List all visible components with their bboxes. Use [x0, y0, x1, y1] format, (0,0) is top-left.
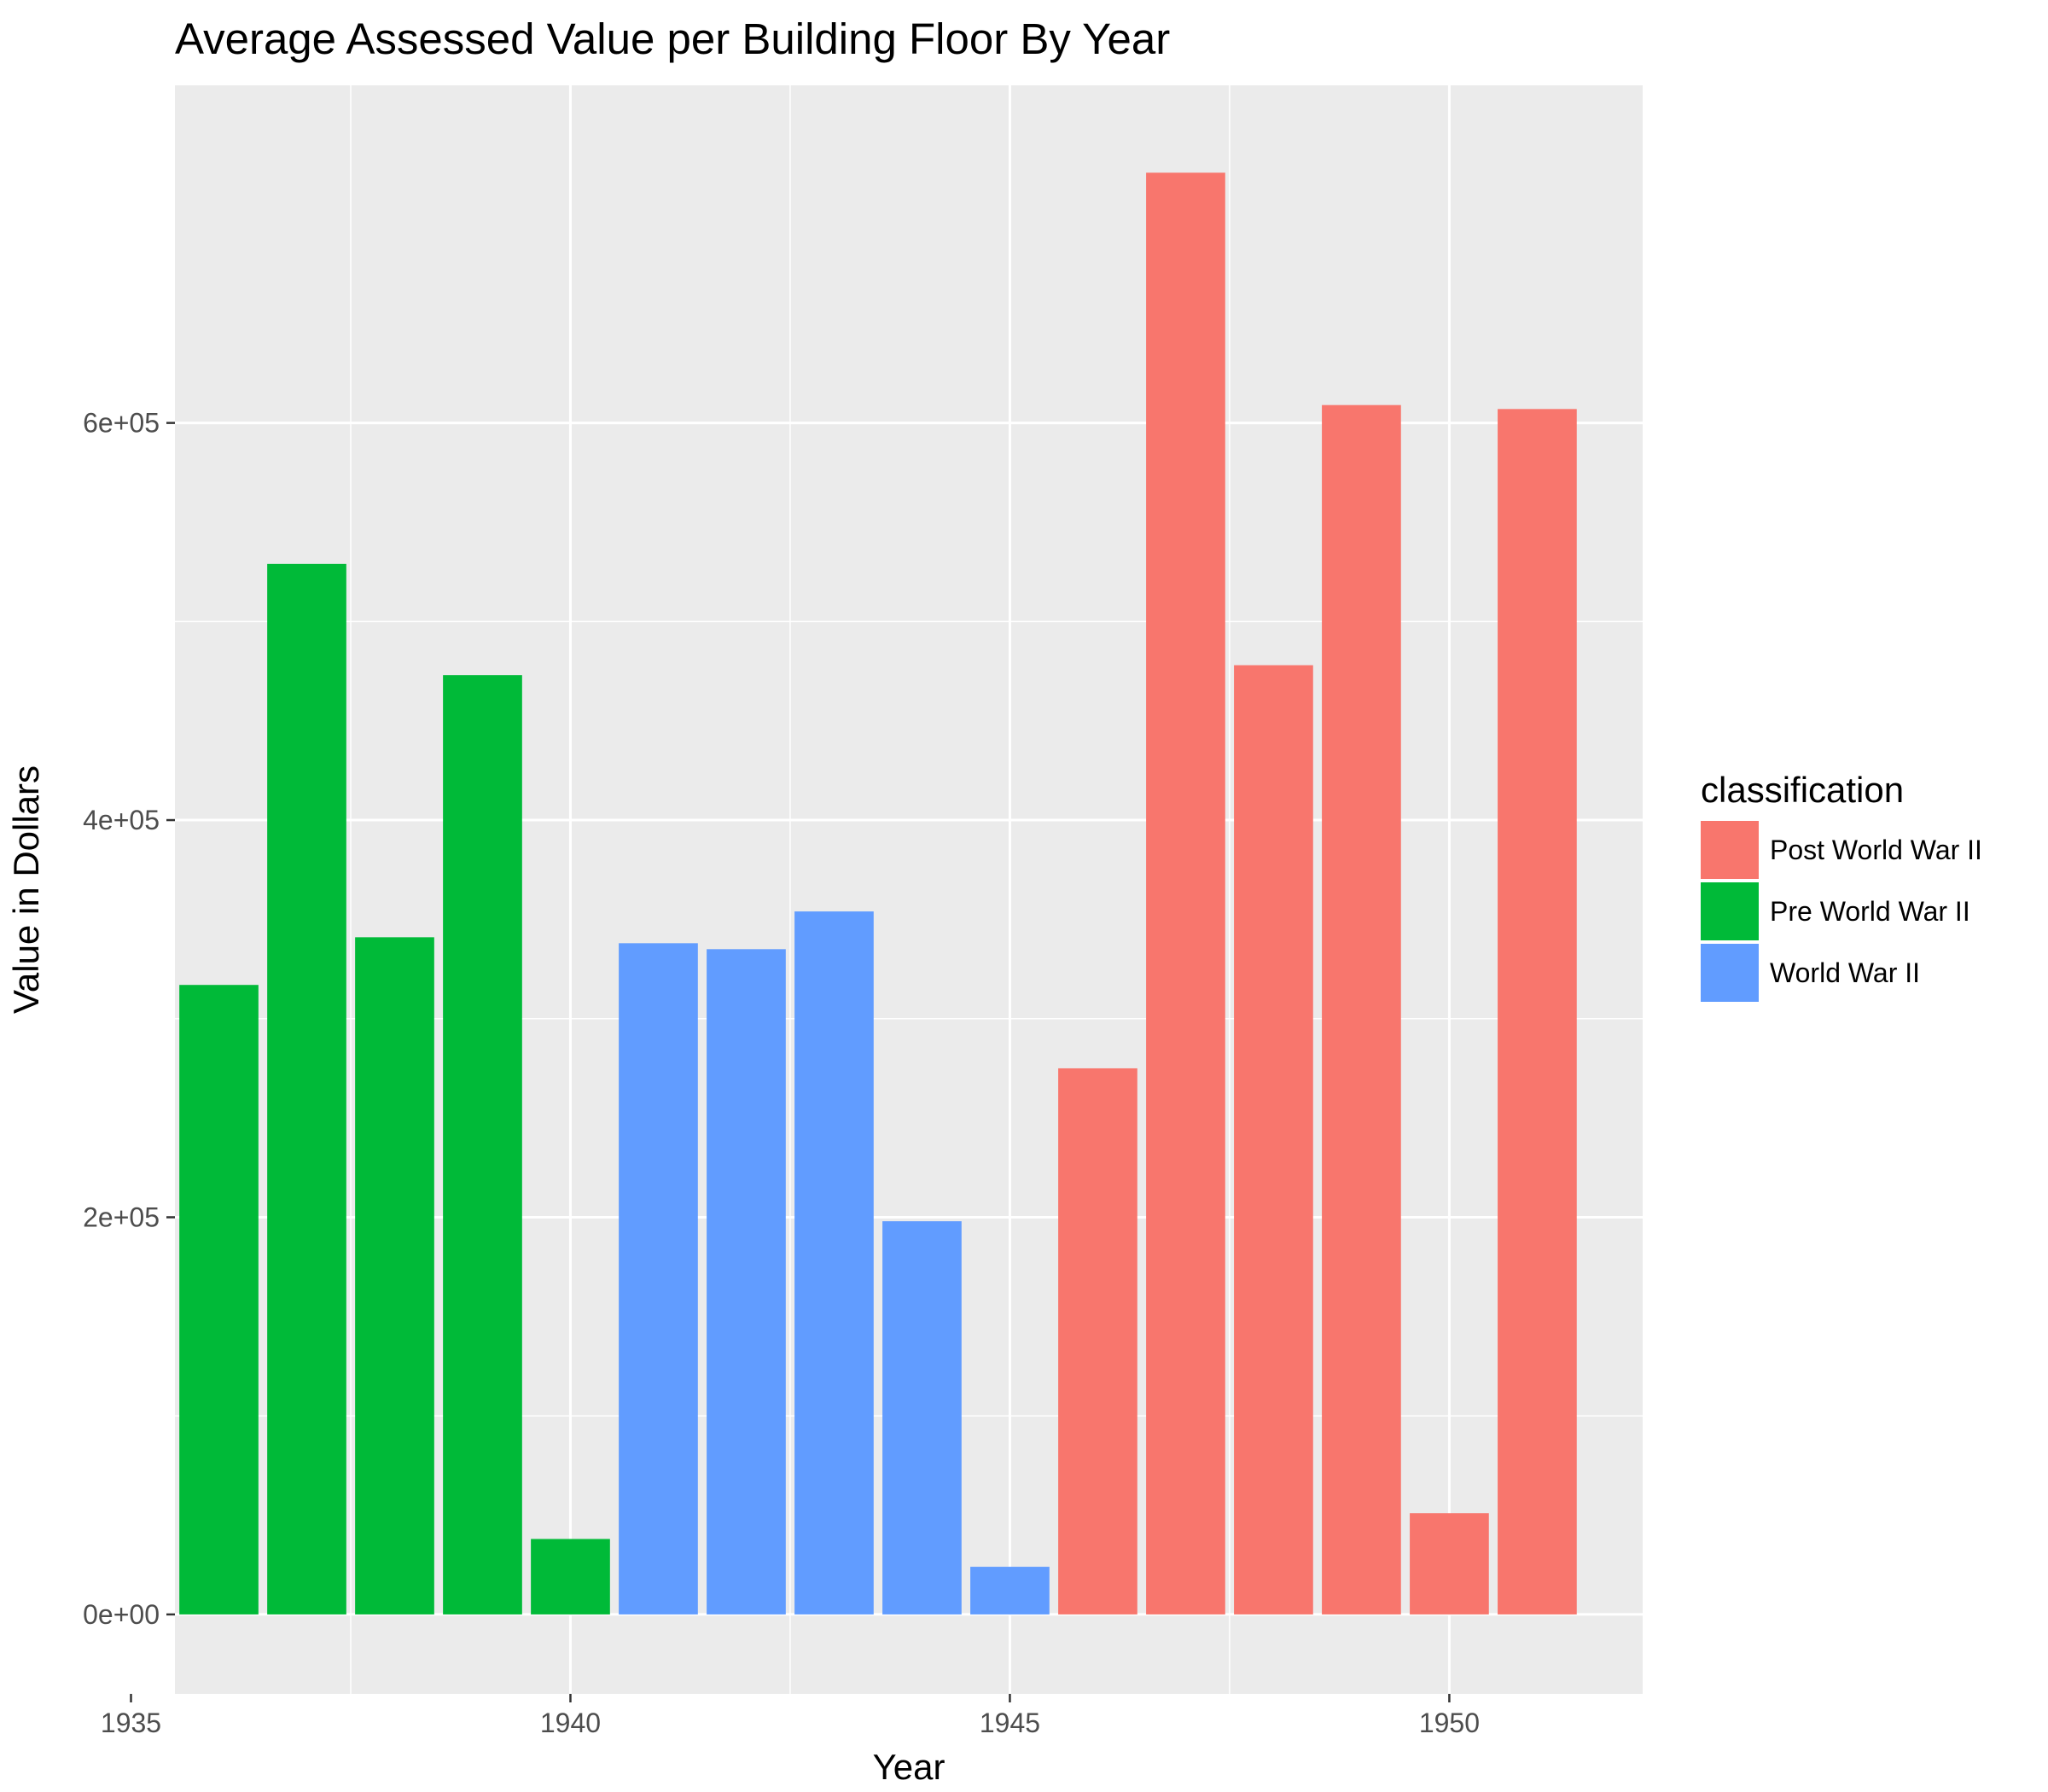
y-axis: 0e+00 2e+05 4e+05 6e+05: [83, 408, 175, 1630]
x-tick-label: 1945: [980, 1708, 1040, 1738]
bar-1940: [531, 1539, 610, 1615]
bar-1938: [355, 937, 434, 1615]
y-tick-label: 0e+00: [83, 1599, 160, 1630]
bar-1937: [267, 563, 346, 1615]
legend-title: classification: [1701, 770, 1904, 810]
x-tick-label: 1940: [540, 1708, 601, 1738]
bar-1941: [619, 943, 698, 1615]
legend-label: Post World War II: [1770, 835, 1982, 865]
bar-1943: [794, 911, 874, 1615]
legend-key: [1701, 821, 1759, 879]
bars: [179, 172, 1577, 1615]
bar-1944: [882, 1221, 962, 1615]
y-tick-label: 4e+05: [83, 805, 160, 835]
y-axis-title: Value in Dollars: [6, 765, 46, 1014]
y-tick-label: 2e+05: [83, 1201, 160, 1232]
bar-1948: [1234, 665, 1313, 1615]
bar-1947: [1146, 172, 1225, 1615]
legend: classification Post World War II Pre Worl…: [1701, 770, 1982, 1002]
bar-1942: [707, 949, 786, 1615]
bar-1939: [443, 675, 522, 1615]
y-tick-label: 6e+05: [83, 408, 160, 439]
bar-1945: [970, 1567, 1050, 1615]
bar-1950: [1410, 1513, 1489, 1615]
x-axis: 1935 1940 1945 1950: [101, 1694, 1480, 1738]
bar-1949: [1322, 404, 1401, 1615]
bar-1936: [179, 985, 259, 1615]
x-axis-title: Year: [873, 1747, 945, 1787]
legend-label: World War II: [1770, 957, 1920, 988]
bar-1946: [1058, 1068, 1137, 1615]
chart-title: Average Assessed Value per Building Floo…: [175, 15, 1170, 63]
legend-key: [1701, 944, 1759, 1002]
bar-1951: [1498, 409, 1577, 1615]
x-tick-label: 1950: [1419, 1708, 1480, 1738]
legend-label: Pre World War II: [1770, 896, 1970, 927]
legend-key: [1701, 882, 1759, 940]
x-tick-label: 1935: [101, 1708, 161, 1738]
